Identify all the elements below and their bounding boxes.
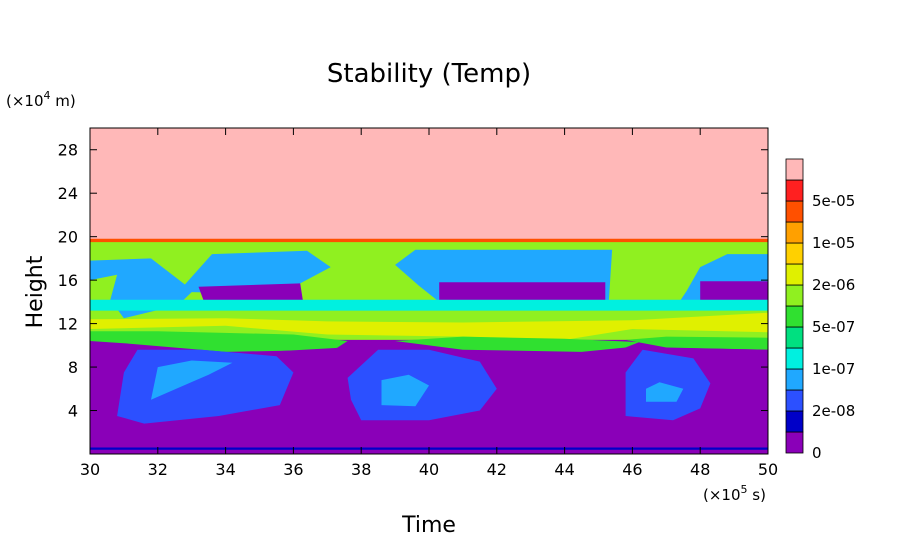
plot-area: [90, 128, 768, 454]
contour-region-4: [198, 283, 304, 306]
colorbar-label-12: 5e-05: [812, 192, 855, 210]
colorbar-swatch-8: [785, 263, 804, 286]
y-tick-label-8: 8: [68, 358, 78, 377]
contour-region-8: [700, 281, 768, 304]
x-tick-label-42: 42: [487, 460, 507, 479]
contour-region-0: [90, 128, 768, 240]
x-tick-label-30: 30: [80, 460, 100, 479]
y-tick-label-20: 20: [58, 228, 78, 247]
chart-title: Stability (Temp): [327, 59, 531, 89]
x-tick-label-40: 40: [419, 460, 439, 479]
y-tick-label-4: 4: [68, 402, 78, 421]
colorbar-swatch-0: [785, 431, 804, 454]
contour-region-18: [381, 374, 429, 407]
x-tick-label-36: 36: [283, 460, 303, 479]
x-tick-label-32: 32: [148, 460, 168, 479]
colorbar-swatch-11: [785, 200, 804, 223]
contour-region-11: [90, 331, 348, 352]
x-tick-label-50: 50: [758, 460, 778, 479]
contour-region-12: [395, 336, 640, 352]
contour-region-9: [90, 299, 768, 311]
contour-region-20: [646, 382, 684, 402]
y-tick-label-24: 24: [58, 184, 78, 203]
colorbar: 0 2e-08 1e-07 5e-07 2e-06 1e-05 5e-05: [785, 158, 855, 462]
colorbar-swatch-3: [785, 368, 804, 391]
colorbar-swatch-6: [785, 305, 804, 328]
x-tick-label-48: 48: [690, 460, 710, 479]
colorbar-label-8: 2e-06: [812, 276, 855, 294]
colorbar-swatch-10: [785, 221, 804, 244]
x-tick-label-38: 38: [351, 460, 371, 479]
x-tick-label-34: 34: [215, 460, 235, 479]
y-tick-label-16: 16: [58, 271, 78, 290]
y-axis: 4 8 12 16 20 24 28: [58, 141, 768, 421]
colorbar-label-6: 5e-07: [812, 318, 855, 336]
colorbar-swatch-9: [785, 242, 804, 265]
y-tick-label-28: 28: [58, 141, 78, 160]
x-unit-label: (×105 s): [703, 483, 766, 504]
colorbar-swatch-12: [785, 179, 804, 202]
colorbar-label-10: 1e-05: [812, 234, 855, 252]
x-tick-label-46: 46: [622, 460, 642, 479]
colorbar-label-0: 0: [812, 444, 822, 462]
colorbar-swatch-4: [785, 347, 804, 370]
contour-region-13: [625, 336, 768, 350]
y-tick-label-12: 12: [58, 315, 78, 334]
colorbar-swatch-13: [785, 158, 804, 181]
x-axis-label: Time: [401, 513, 456, 538]
y-axis-label: Height: [23, 255, 48, 328]
y-unit-label: (×104 m): [6, 89, 76, 110]
contour-region-6: [439, 282, 606, 303]
colorbar-label-4: 1e-07: [812, 360, 855, 378]
colorbar-swatch-1: [785, 410, 804, 433]
contour-region-16: [151, 360, 233, 400]
colorbar-swatch-5: [785, 326, 804, 349]
contour-region-10: [90, 312, 768, 340]
colorbar-label-2: 2e-08: [812, 402, 855, 420]
colorbar-swatch-7: [785, 284, 804, 307]
colorbar-swatch-2: [785, 389, 804, 412]
x-tick-label-44: 44: [554, 460, 574, 479]
x-axis: 30 32 34 36 38 40 42 44 46 48 50: [80, 128, 778, 479]
